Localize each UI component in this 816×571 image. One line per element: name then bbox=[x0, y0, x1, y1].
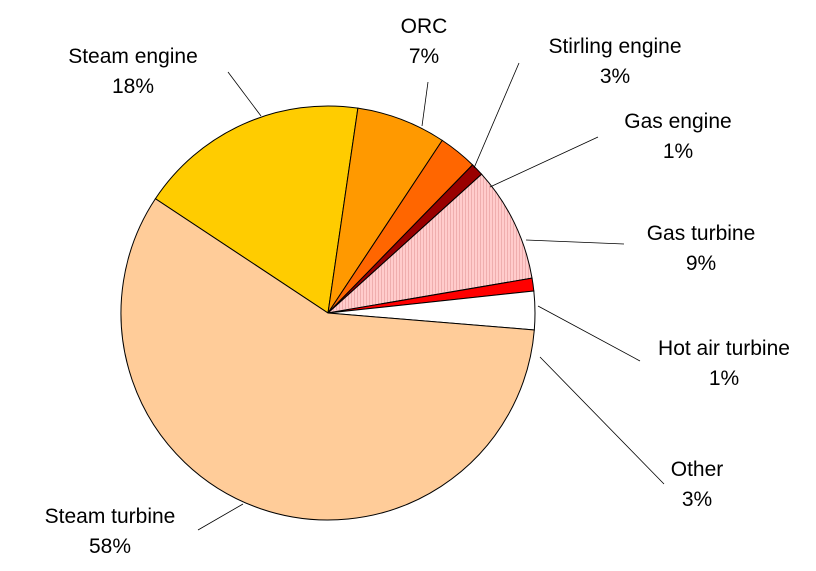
slice-label-orc: ORC bbox=[401, 15, 448, 38]
slice-label-gas-turbine: Gas turbine bbox=[647, 222, 756, 245]
slice-value-steam-engine: 18% bbox=[112, 75, 154, 98]
slice-value-gas-engine: 1% bbox=[663, 140, 693, 163]
leader-line-gas-turbine bbox=[525, 239, 625, 245]
slice-labels: Steam engine 18% ORC 7% Stirling engine 3% Gas… bbox=[45, 15, 790, 558]
pie-slice-steam-turbine bbox=[120, 198, 535, 521]
leader-line-stirling-engine bbox=[473, 62, 520, 169]
slice-value-orc: 7% bbox=[409, 45, 439, 68]
slice-label-stirling-engine: Stirling engine bbox=[548, 35, 681, 58]
leader-line-steam-engine bbox=[227, 71, 262, 117]
slice-label-gas-engine: Gas engine bbox=[624, 110, 731, 133]
slice-label-hot-air-turbine: Hot air turbine bbox=[658, 337, 790, 360]
slice-value-stirling-engine: 3% bbox=[600, 65, 630, 88]
slice-label-steam-engine: Steam engine bbox=[68, 45, 198, 68]
slice-value-other: 3% bbox=[682, 488, 712, 511]
leader-line-hot-air-turbine bbox=[537, 305, 641, 362]
leader-line-orc bbox=[421, 81, 429, 127]
pie-slice-steam-engine bbox=[154, 105, 359, 314]
slice-label-steam-turbine: Steam turbine bbox=[45, 505, 176, 528]
leader-line-other bbox=[539, 356, 665, 485]
leader-lines bbox=[197, 62, 665, 531]
pie-slices bbox=[120, 105, 536, 521]
slice-label-other: Other bbox=[671, 458, 724, 481]
slice-value-gas-turbine: 9% bbox=[686, 252, 716, 275]
leader-line-steam-turbine bbox=[197, 503, 244, 531]
slice-value-hot-air-turbine: 1% bbox=[709, 367, 739, 390]
slice-value-steam-turbine: 58% bbox=[89, 535, 131, 558]
pie-slice-gas-turbine bbox=[326, 173, 533, 314]
leader-line-gas-engine bbox=[489, 136, 599, 188]
